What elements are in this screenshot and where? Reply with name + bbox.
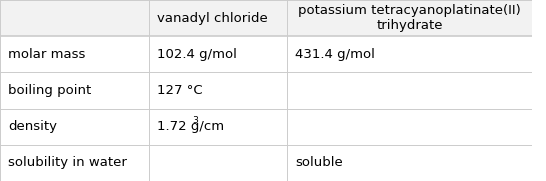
Bar: [0, 0, 149, 36]
Text: 1.72 g/cm: 1.72 g/cm: [157, 120, 224, 133]
Bar: [0, 72, 149, 109]
Text: 127 °C: 127 °C: [157, 84, 203, 97]
Text: solubility in water: solubility in water: [8, 156, 127, 169]
Text: density: density: [8, 120, 57, 133]
Text: 102.4 g/mol: 102.4 g/mol: [157, 48, 237, 61]
Bar: [287, 109, 532, 145]
Text: soluble: soluble: [295, 156, 343, 169]
Bar: [149, 109, 287, 145]
Text: potassium tetracyanoplatinate(II)
trihydrate: potassium tetracyanoplatinate(II) trihyd…: [298, 4, 521, 32]
Bar: [287, 145, 532, 181]
Bar: [0, 36, 149, 72]
Bar: [149, 72, 287, 109]
Bar: [149, 0, 287, 36]
Bar: [149, 145, 287, 181]
Bar: [149, 36, 287, 72]
Bar: [287, 72, 532, 109]
Text: 3: 3: [192, 116, 198, 125]
Bar: [0, 109, 149, 145]
Bar: [287, 36, 532, 72]
Text: vanadyl chloride: vanadyl chloride: [157, 12, 268, 25]
Text: molar mass: molar mass: [8, 48, 85, 61]
Bar: [287, 0, 532, 36]
Text: 431.4 g/mol: 431.4 g/mol: [295, 48, 375, 61]
Text: boiling point: boiling point: [8, 84, 91, 97]
Bar: [0, 145, 149, 181]
